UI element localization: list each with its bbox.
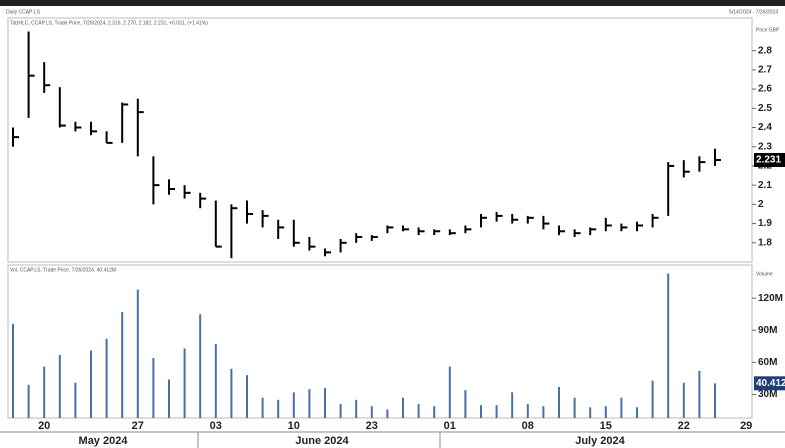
- volume-bar: [277, 399, 280, 418]
- y-tick-label: 2: [758, 199, 764, 210]
- volume-bar: [214, 344, 217, 418]
- volume-bar: [199, 314, 202, 418]
- x-tick-label: 23: [366, 420, 378, 432]
- y-tick-label: 2.8: [758, 45, 772, 56]
- volume-legend: Vol, CCAP.LS, Trade Price, 7/26/2024, 40…: [10, 267, 116, 273]
- price-legend: Tat(HLC, CCAP.LS, Trade Price, 7/26/2024…: [10, 20, 208, 26]
- volume-bar: [261, 397, 264, 418]
- month-label: June 2024: [295, 435, 349, 447]
- volume-bar: [308, 389, 311, 418]
- volume-bar: [168, 379, 170, 418]
- y-tick-label: 30M: [758, 389, 777, 400]
- volume-bar: [495, 405, 498, 418]
- volume-bar: [105, 338, 108, 418]
- x-tick-label: 20: [38, 420, 50, 432]
- volume-bar: [558, 386, 560, 418]
- volume-bar: [667, 273, 670, 418]
- volume-bar: [355, 399, 358, 418]
- volume-bar: [417, 404, 420, 418]
- volume-bar: [448, 366, 451, 418]
- x-tick-label: 15: [600, 420, 612, 432]
- volume-bar: [604, 406, 607, 418]
- volume-bar: [480, 405, 482, 418]
- volume-bar: [324, 388, 326, 418]
- y-tick-label: 90M: [758, 325, 777, 336]
- volume-bar: [339, 404, 342, 418]
- y-tick-label: 2.1: [758, 180, 772, 191]
- volume-bar: [183, 348, 186, 418]
- volume-bar: [292, 392, 295, 418]
- y-tick-label: 2.4: [758, 122, 772, 133]
- y-tick-label: 2.3: [758, 141, 772, 152]
- y-tick-label: 60M: [758, 357, 777, 368]
- volume-bar: [43, 366, 46, 418]
- x-tick-label: 22: [678, 420, 690, 432]
- x-tick-label: 03: [210, 420, 222, 432]
- volume-bar: [74, 382, 77, 418]
- last-price-box: [754, 152, 785, 167]
- volume-axis-label: Volume: [756, 271, 773, 277]
- volume-bar: [246, 375, 248, 418]
- volume-bar: [370, 406, 373, 418]
- volume-bar: [636, 407, 638, 418]
- top-bar: [0, 0, 785, 6]
- volume-bar: [12, 323, 14, 418]
- y-tick-label: 2.6: [758, 84, 772, 95]
- date-range: 5/14/2024 - 7/26/2024: [729, 9, 778, 15]
- volume-bar: [651, 380, 654, 418]
- x-tick-label: 29: [740, 420, 752, 432]
- volume-bar: [121, 312, 124, 418]
- last-price-label: 2.231: [756, 155, 781, 166]
- x-tick-label: 27: [132, 420, 144, 432]
- volume-bar: [698, 370, 701, 418]
- volume-bar: [402, 397, 404, 418]
- x-tick-label: 08: [522, 420, 534, 432]
- y-tick-label: 1.8: [758, 237, 772, 248]
- price-axis-label: Price GBP: [756, 27, 780, 33]
- volume-bar: [714, 383, 716, 418]
- volume-bar: [589, 407, 592, 418]
- month-label: July 2024: [575, 435, 625, 447]
- volume-bar: [230, 368, 233, 418]
- volume-bar: [136, 289, 139, 418]
- volume-bar: [58, 354, 61, 418]
- y-tick-label: 1.9: [758, 218, 772, 229]
- volume-bar: [152, 358, 155, 418]
- last-volume-label: 40.412: [756, 378, 785, 389]
- x-tick-label: 01: [444, 420, 456, 432]
- volume-bar: [526, 404, 529, 418]
- volume-bar: [511, 392, 514, 418]
- x-tick-label: 10: [288, 420, 300, 432]
- volume-bar: [386, 409, 389, 418]
- y-tick-label: 2.7: [758, 65, 772, 76]
- volume-bar: [542, 406, 545, 418]
- y-tick-label: 120M: [758, 293, 783, 304]
- y-tick-label: 2.5: [758, 103, 772, 114]
- chart-title: Daily CCAP:LS: [6, 9, 41, 15]
- volume-bar: [573, 397, 576, 418]
- price-panel: [7, 17, 753, 263]
- volume-bar: [620, 397, 623, 418]
- volume-bar: [27, 384, 30, 418]
- volume-bar: [90, 350, 92, 418]
- volume-bar: [464, 390, 467, 418]
- volume-bar: [433, 406, 436, 418]
- last-volume-box: [754, 376, 785, 391]
- volume-panel: [7, 264, 753, 419]
- volume-bar: [682, 382, 685, 418]
- month-label: May 2024: [79, 435, 129, 447]
